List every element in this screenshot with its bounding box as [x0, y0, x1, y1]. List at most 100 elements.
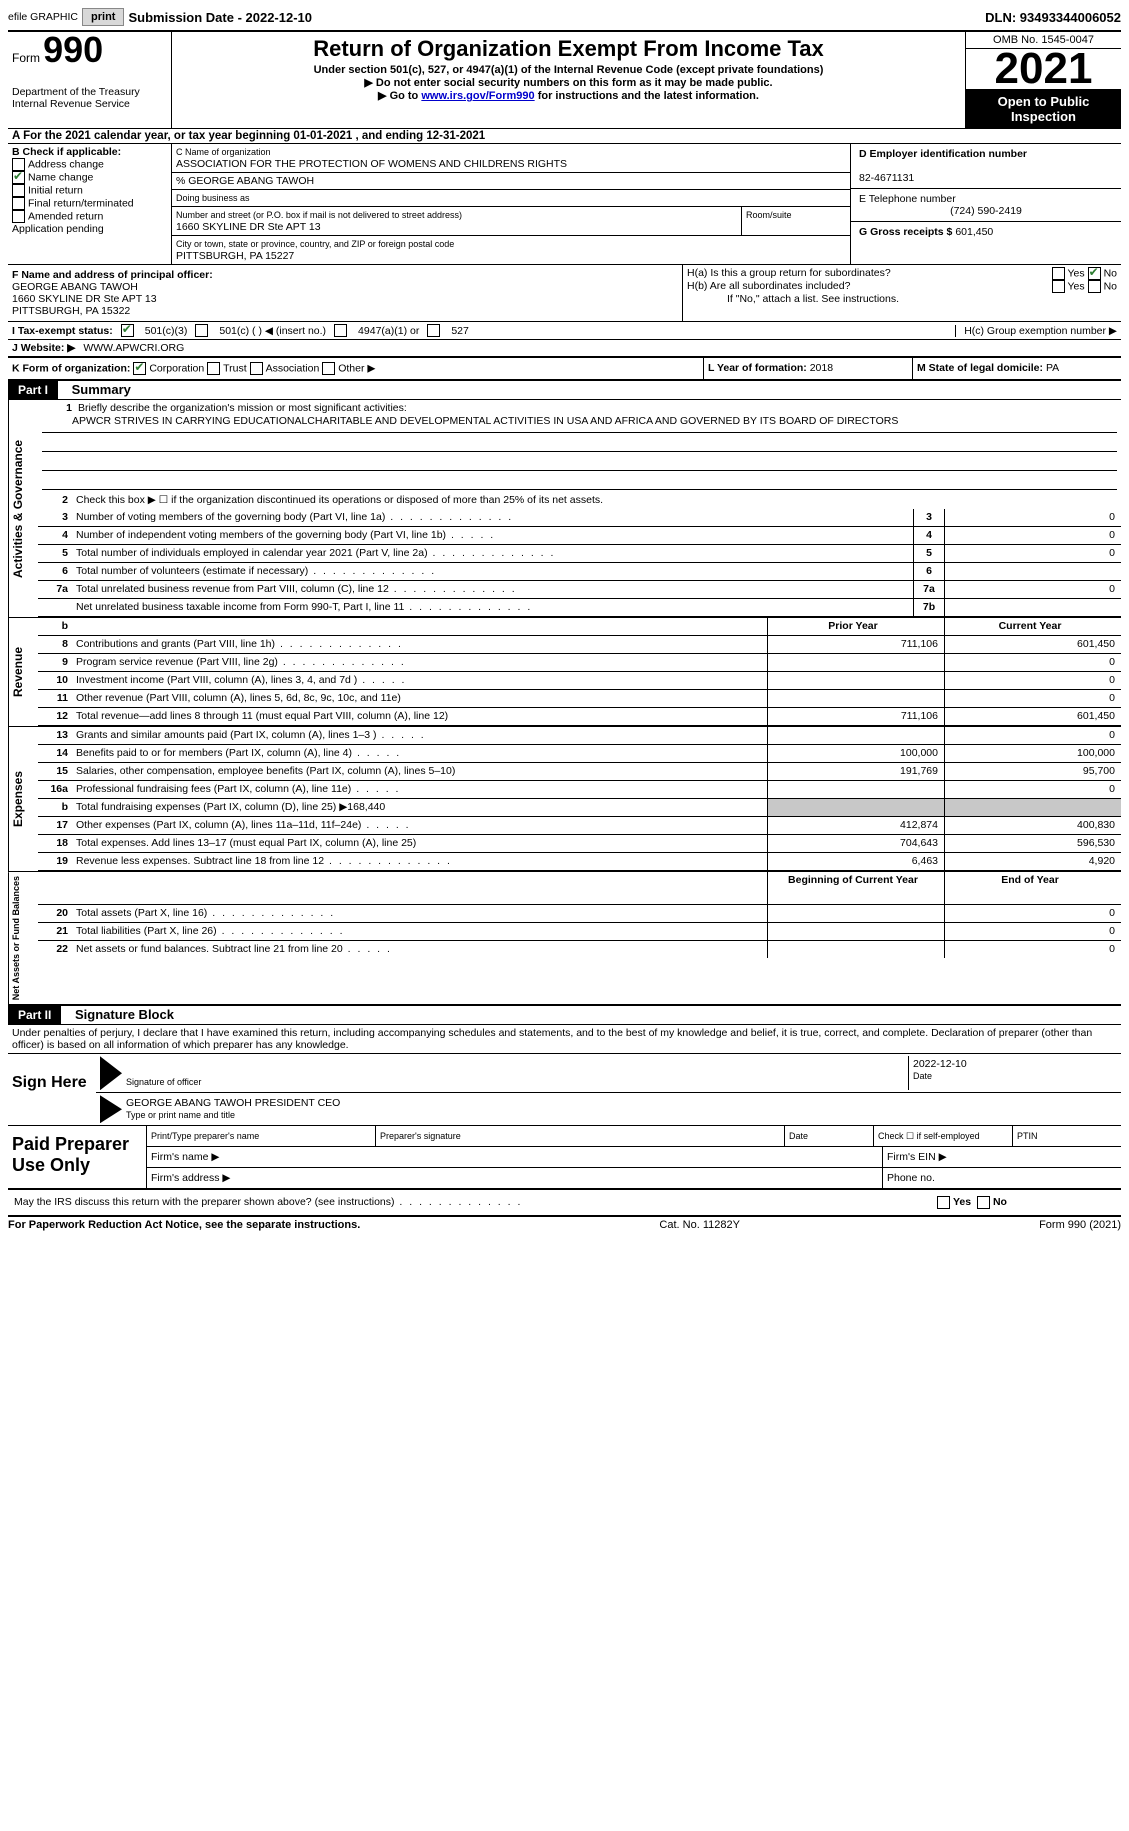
- chk-name-change[interactable]: [12, 171, 25, 184]
- chk-hb-yes[interactable]: [1052, 280, 1065, 293]
- paid-prep-label: Paid Preparer Use Only: [8, 1126, 146, 1188]
- officer-city: PITTSBURGH, PA 15322: [12, 305, 130, 317]
- section-a: A For the 2021 calendar year, or tax yea…: [8, 129, 1121, 144]
- firm-addr-label: Firm's address ▶: [147, 1168, 883, 1188]
- lbl-addr-change: Address change: [28, 158, 104, 170]
- row-i: I Tax-exempt status: 501(c)(3) 501(c) ( …: [8, 322, 1121, 340]
- form-number: 990: [43, 29, 103, 70]
- hc-label: H(c) Group exemption number ▶: [955, 325, 1117, 337]
- part2-header: Part II: [8, 1006, 61, 1024]
- paperwork-notice: For Paperwork Reduction Act Notice, see …: [8, 1219, 360, 1231]
- gross-receipts: 601,450: [955, 226, 993, 238]
- f-h-row: F Name and address of principal officer:…: [8, 265, 1121, 322]
- v4: 0: [944, 527, 1121, 544]
- line8: Contributions and grants (Part VIII, lin…: [74, 636, 767, 653]
- cat-no: Cat. No. 11282Y: [659, 1219, 740, 1231]
- officer-addr: 1660 SKYLINE DR Ste APT 13: [12, 293, 157, 305]
- line10: Investment income (Part VIII, column (A)…: [74, 672, 767, 689]
- room-label: Room/suite: [746, 210, 792, 220]
- form-foot: Form 990 (2021): [1039, 1219, 1121, 1231]
- v7b: [944, 599, 1121, 616]
- sign-here: Sign Here: [8, 1054, 96, 1125]
- v5: 0: [944, 545, 1121, 562]
- irs-discuss: May the IRS discuss this return with the…: [12, 1194, 937, 1211]
- firm-ein-label: Firm's EIN ▶: [883, 1147, 1121, 1167]
- form-header: Form 990 Department of the Treasury Inte…: [8, 32, 1121, 129]
- v6: [944, 563, 1121, 580]
- top-bar: efile GRAPHIC print Submission Date - 20…: [8, 8, 1121, 26]
- ein: 82-4671131: [859, 172, 914, 184]
- arrow-icon: [100, 1056, 122, 1090]
- net-assets-section: Net Assets or Fund Balances Beginning of…: [8, 871, 1121, 1006]
- form-word: Form: [12, 51, 40, 65]
- chk-discuss-yes[interactable]: [937, 1196, 950, 1209]
- lbl-amended: Amended return: [28, 210, 103, 222]
- g-label: G Gross receipts $: [859, 226, 952, 238]
- penalty-text: Under penalties of perjury, I declare th…: [8, 1025, 1121, 1054]
- lbl-name-change: Name change: [28, 171, 93, 183]
- city-label: City or town, state or province, country…: [176, 239, 454, 249]
- begin-year: Beginning of Current Year: [767, 872, 944, 904]
- chk-501c3[interactable]: [121, 324, 134, 337]
- chk-amended[interactable]: [12, 210, 25, 223]
- line5: Total number of individuals employed in …: [74, 545, 913, 562]
- row-j: J Website: ▶ WWW.APWCRI.ORG: [8, 340, 1121, 358]
- care-of: % GEORGE ABANG TAWOH: [172, 172, 850, 189]
- m-val: PA: [1046, 362, 1059, 374]
- chk-corp[interactable]: [133, 362, 146, 375]
- chk-4947[interactable]: [334, 324, 347, 337]
- chk-hb-no[interactable]: [1088, 280, 1101, 293]
- chk-other[interactable]: [322, 362, 335, 375]
- d-label: D Employer identification number: [859, 148, 1027, 160]
- l-label: L Year of formation:: [708, 362, 807, 374]
- c-name-label: C Name of organization: [176, 147, 271, 157]
- chk-trust[interactable]: [207, 362, 220, 375]
- chk-ha-no[interactable]: [1088, 267, 1101, 280]
- end-year: End of Year: [944, 872, 1121, 904]
- chk-501c[interactable]: [195, 324, 208, 337]
- chk-discuss-no[interactable]: [977, 1196, 990, 1209]
- chk-final[interactable]: [12, 197, 25, 210]
- line3: Number of voting members of the governin…: [74, 509, 913, 526]
- line17: Other expenses (Part IX, column (A), lin…: [74, 817, 767, 834]
- j-label: J Website: ▶: [12, 342, 75, 354]
- line22: Net assets or fund balances. Subtract li…: [74, 941, 767, 958]
- goto-pre: ▶ Go to: [378, 90, 421, 102]
- chk-initial[interactable]: [12, 184, 25, 197]
- line9: Program service revenue (Part VIII, line…: [74, 654, 767, 671]
- line12: Total revenue—add lines 8 through 11 (mu…: [74, 708, 767, 725]
- form-title: Return of Organization Exempt From Incom…: [176, 36, 961, 62]
- street-label: Number and street (or P.O. box if mail i…: [176, 210, 462, 220]
- arrow-icon: [100, 1095, 122, 1123]
- line18: Total expenses. Add lines 13–17 (must eq…: [74, 835, 767, 852]
- line21: Total liabilities (Part X, line 26): [74, 923, 767, 940]
- line6: Total number of volunteers (estimate if …: [74, 563, 913, 580]
- line4: Number of independent voting members of …: [74, 527, 913, 544]
- lbl-app-pending: Application pending: [12, 223, 104, 235]
- open-public: Open to Public Inspection: [966, 90, 1121, 128]
- chk-assoc[interactable]: [250, 362, 263, 375]
- name-title-val: GEORGE ABANG TAWOH PRESIDENT CEO: [126, 1097, 340, 1109]
- current-year: Current Year: [944, 618, 1121, 635]
- vert-rev: Revenue: [8, 618, 38, 726]
- vert-ag: Activities & Governance: [8, 400, 38, 617]
- mission: APWCR STRIVES IN CARRYING EDUCATIONALCHA…: [42, 414, 1117, 433]
- ha-label: H(a) Is this a group return for subordin…: [687, 267, 891, 280]
- irs-link[interactable]: www.irs.gov/Form990: [421, 90, 534, 102]
- chk-ha-yes[interactable]: [1052, 267, 1065, 280]
- row-k: K Form of organization: Corporation Trus…: [8, 358, 1121, 381]
- footer: For Paperwork Reduction Act Notice, see …: [8, 1217, 1121, 1233]
- line11: Other revenue (Part VIII, column (A), li…: [74, 690, 767, 707]
- vert-exp: Expenses: [8, 727, 38, 871]
- vert-na: Net Assets or Fund Balances: [8, 872, 38, 1004]
- f-label: F Name and address of principal officer:: [12, 269, 213, 281]
- phone: (724) 590-2419: [859, 205, 1113, 217]
- sig-date-val: 2022-12-10: [913, 1058, 967, 1070]
- chk-527[interactable]: [427, 324, 440, 337]
- l-val: 2018: [810, 362, 833, 374]
- line19: Revenue less expenses. Subtract line 18 …: [74, 853, 767, 870]
- print-button[interactable]: print: [82, 8, 124, 26]
- dln: DLN: 93493344006052: [985, 10, 1121, 25]
- line16a: Professional fundraising fees (Part IX, …: [74, 781, 767, 798]
- org-name: ASSOCIATION FOR THE PROTECTION OF WOMENS…: [176, 158, 567, 170]
